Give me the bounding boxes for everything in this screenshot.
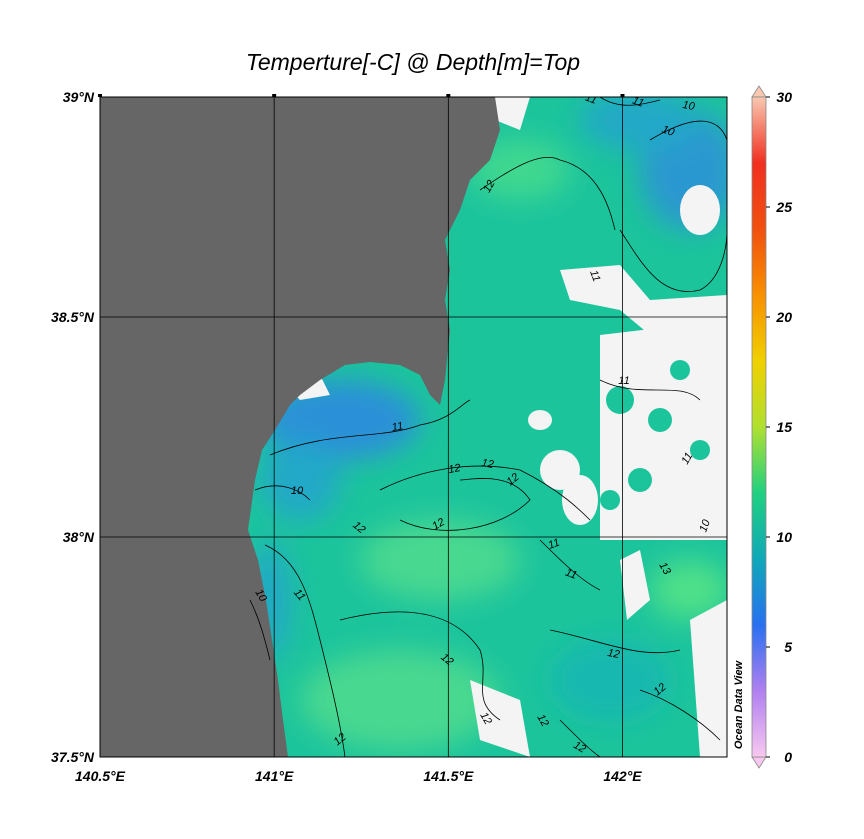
contour-label: 12 (606, 647, 620, 661)
x-tick-label: 142°E (603, 768, 642, 784)
land (100, 97, 500, 757)
axis-labels: 140.5°E 141°E 141.5°E 142°E 37.5°N 38°N 38.5°N… (51, 89, 642, 784)
contour-label: 12 (534, 712, 551, 729)
contour-label: 11 (547, 537, 562, 552)
credit: Ocean Data View (733, 659, 745, 749)
grid (100, 97, 727, 757)
contour-label: 11 (584, 92, 599, 107)
colorbar-tick-label: 15 (776, 419, 792, 435)
contours (249, 97, 727, 757)
contour-label: 11 (618, 375, 629, 387)
y-tick-label: 38°N (63, 529, 95, 545)
tick-mark (272, 94, 277, 97)
no-data-spots (600, 360, 710, 510)
title: Temperture[-C] @ Depth[m]=Top (246, 49, 580, 75)
colorbar-tick-label: 10 (776, 529, 792, 545)
colorbar-tick-label: 30 (776, 89, 792, 105)
tick-mark (98, 94, 102, 97)
x-tick-label: 140.5°E (75, 768, 126, 784)
contour-label: 12 (480, 457, 494, 471)
contour-label: 11 (587, 269, 602, 284)
tick-mark (620, 94, 625, 97)
y-tick-label: 39°N (63, 89, 95, 105)
y-tick-label: 37.5°N (51, 749, 95, 765)
y-tick-label: 38.5°N (51, 309, 95, 325)
tick-mark (446, 94, 451, 97)
colorbar-tick-label: 20 (775, 309, 792, 325)
colorbar-tick-label: 25 (775, 199, 792, 215)
contour-label: 12 (571, 739, 588, 756)
x-tick-label: 141.5°E (423, 768, 474, 784)
contour-label: 11 (679, 451, 695, 467)
x-tick-label: 141°E (255, 768, 294, 784)
map-frame (99, 96, 728, 758)
contour-label: 10 (660, 123, 676, 139)
contour-label: 12 (430, 516, 447, 533)
contour-label: 10 (291, 485, 304, 497)
contour-label: 12 (477, 710, 494, 727)
contour-label: 12 (447, 462, 461, 476)
colorbar-scale (751, 96, 767, 758)
contour-label: 11 (391, 420, 404, 434)
colorbar-tick-label: 0 (784, 749, 792, 765)
contour-label: 10 (697, 517, 713, 533)
contour-label: 10 (681, 99, 696, 113)
contour-label: 11 (564, 567, 579, 582)
contour-label: 11 (631, 95, 646, 110)
colorbar: 0 5 10 15 20 25 30 (751, 85, 792, 769)
contour-label: 12 (481, 178, 498, 195)
colorbar-tick-label: 5 (784, 639, 792, 655)
